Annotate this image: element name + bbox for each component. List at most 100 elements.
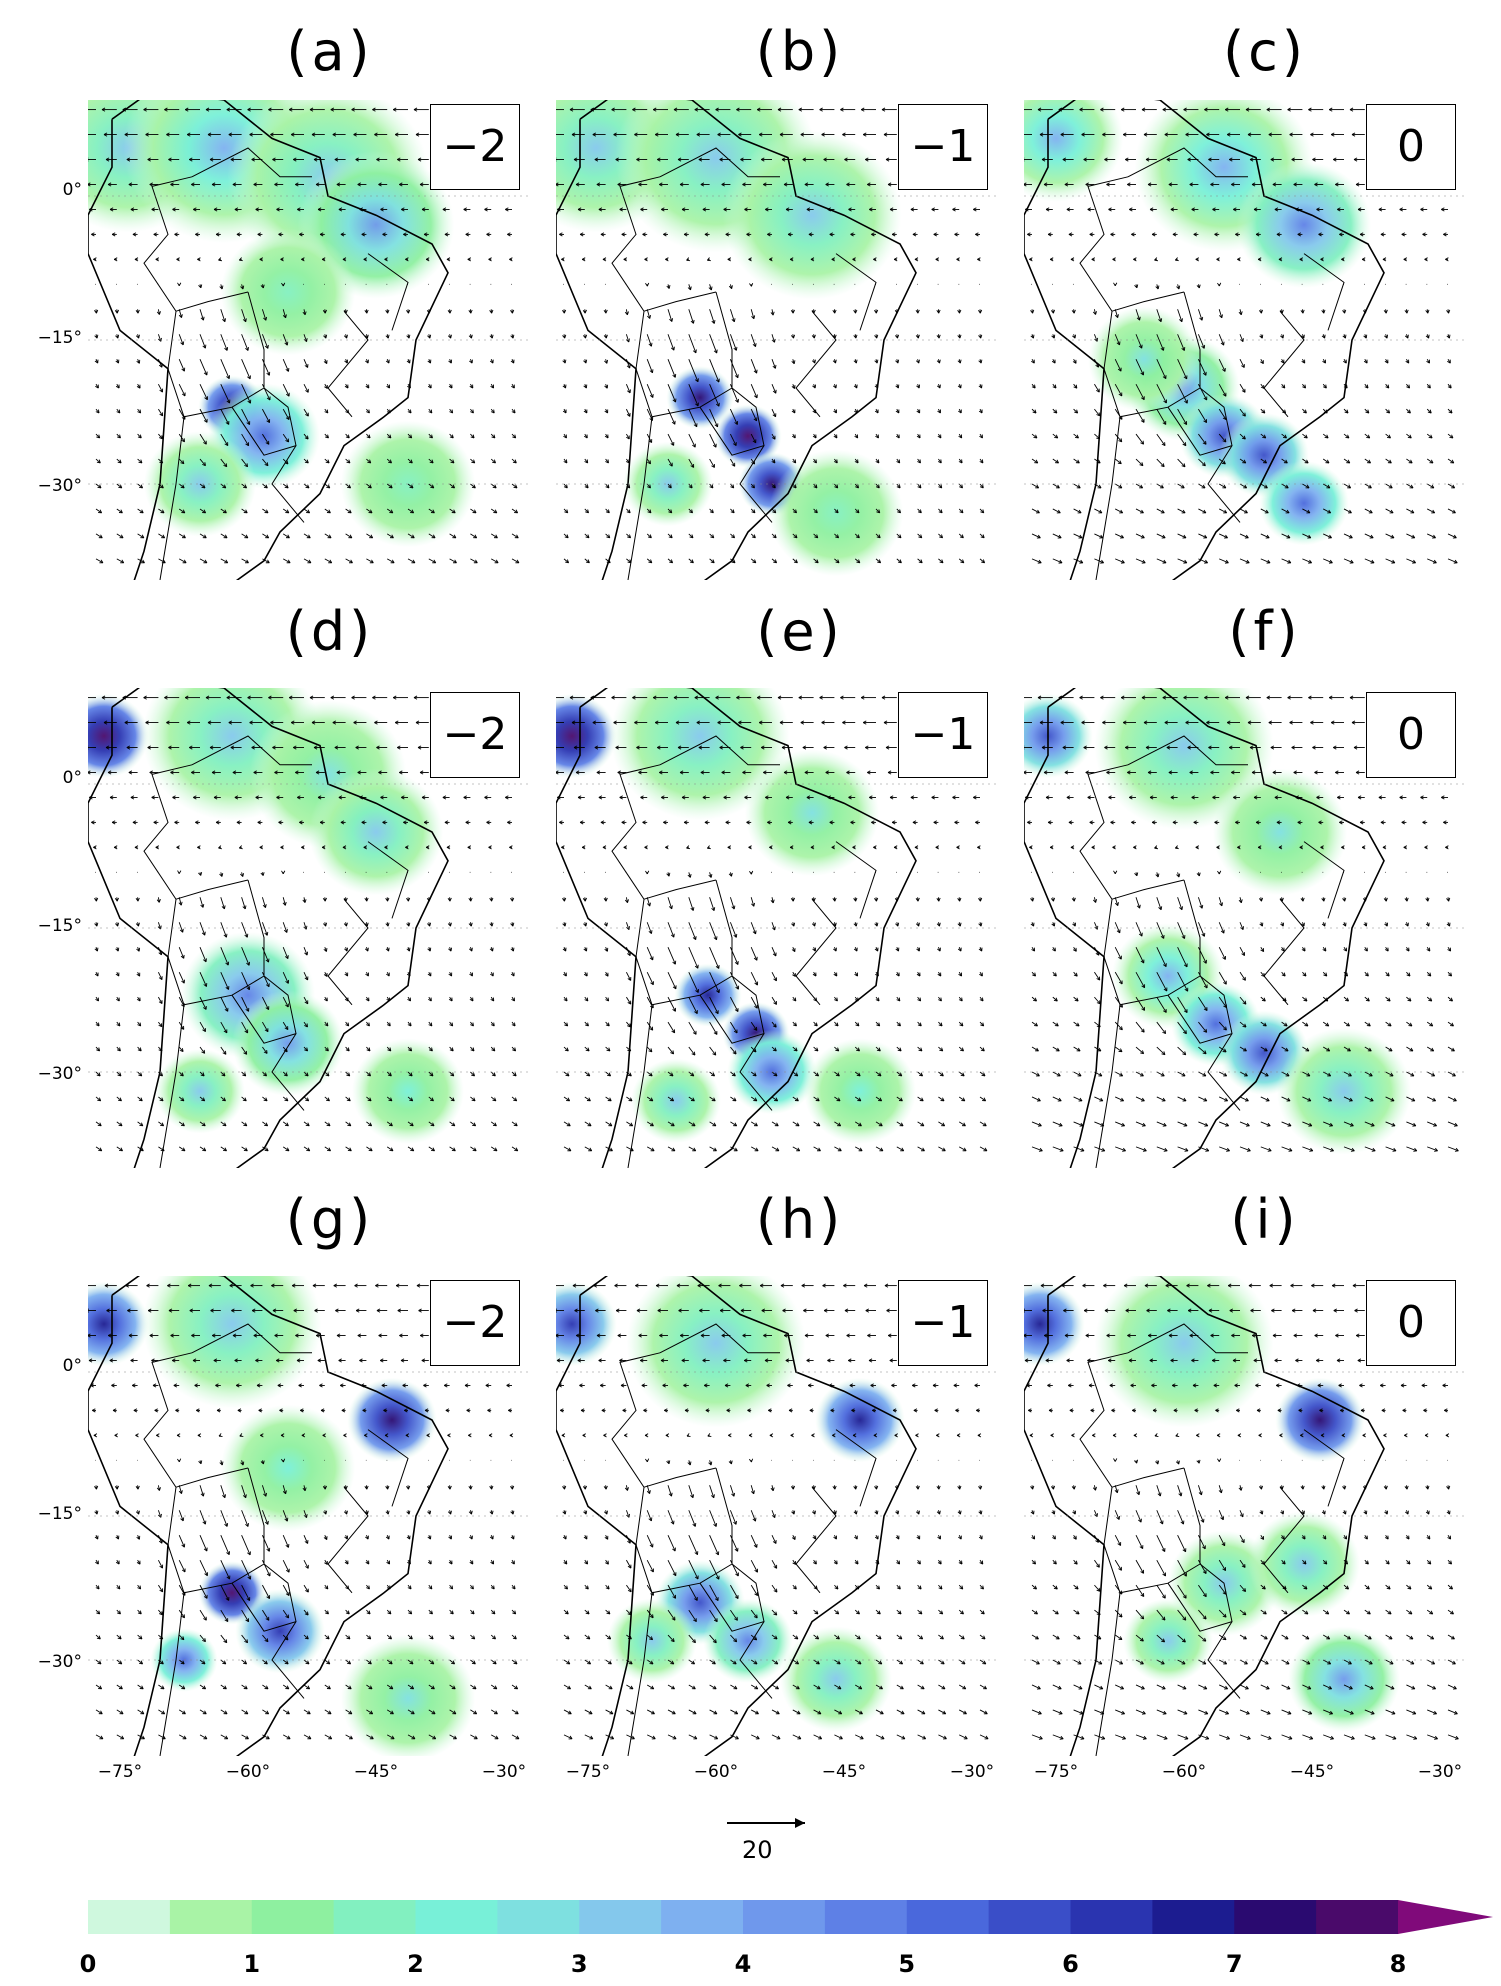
wind-vector-head: [571, 720, 576, 725]
wind-vector-head: [1285, 1072, 1290, 1077]
wind-vector: [625, 334, 630, 343]
wind-vector-head: [704, 232, 709, 237]
wind-vector-head: [1147, 770, 1152, 775]
wind-vector-head: [690, 907, 695, 911]
wind-vector-head: [1247, 720, 1252, 725]
wind-vector-head: [91, 820, 95, 825]
wind-vector-head: [451, 509, 456, 514]
wind-vector-head: [753, 394, 758, 399]
wind-vector-head: [447, 334, 452, 339]
wind-vector-head: [939, 1072, 944, 1077]
wind-vector-head: [958, 409, 962, 414]
wind-vector: [1198, 971, 1208, 989]
wind-vector-head: [889, 795, 894, 800]
wind-vector-head: [1316, 207, 1320, 212]
map-panel-b: −1: [556, 100, 996, 580]
wind-vector: [1322, 458, 1330, 464]
wind-vector-head: [811, 922, 816, 927]
wind-vector: [303, 947, 308, 956]
wind-vector-head: [1301, 922, 1305, 927]
wind-vector-head: [557, 207, 561, 212]
wind-vector-head: [297, 207, 301, 212]
wind-vector-head: [806, 795, 811, 800]
wind-vector: [324, 458, 330, 464]
wind-vector: [646, 334, 652, 347]
wind-vector-head: [365, 972, 369, 977]
map-svg: [88, 1276, 528, 1756]
wind-vector: [1260, 1096, 1270, 1102]
wind-vector-head: [711, 907, 716, 911]
wind-vector: [625, 359, 631, 369]
wind-vector-head: [95, 409, 100, 414]
wind-vector-head: [1349, 1122, 1354, 1127]
wind-vector-head: [936, 922, 941, 927]
wind-vector-head: [1079, 559, 1084, 564]
wind-vector-head: [893, 845, 898, 850]
wind-vector: [646, 947, 654, 961]
wind-vector-head: [159, 459, 164, 464]
wind-vector-head: [327, 1147, 331, 1152]
wind-vector-head: [488, 845, 492, 850]
wind-vector: [428, 1121, 435, 1127]
wind-vector: [1114, 922, 1121, 934]
wind-vector-head: [155, 845, 160, 850]
wind-vector-head: [1365, 997, 1370, 1002]
wind-vector: [1260, 971, 1265, 977]
wind-vector-head: [781, 745, 786, 750]
wind-vector-head: [1110, 820, 1114, 825]
wind-vector: [241, 1146, 248, 1152]
wind-vector-head: [511, 384, 515, 389]
wind-vector-head: [257, 820, 262, 825]
wind-vector-head: [982, 1122, 987, 1127]
wind-vector-head: [733, 1122, 738, 1127]
wind-vector-head: [513, 1122, 518, 1127]
wind-vector-head: [286, 559, 291, 564]
wind-vector-head: [975, 820, 979, 825]
wind-vector: [646, 408, 653, 421]
wind-vector-head: [149, 770, 153, 775]
wind-vector: [1426, 1071, 1435, 1077]
wind-vector-head: [493, 534, 498, 539]
wind-vector: [646, 458, 651, 465]
wind-vector-head: [427, 384, 432, 389]
wind-vector-head: [1118, 1048, 1123, 1053]
wind-vector-head: [853, 359, 858, 364]
wind-vector: [1197, 897, 1203, 909]
wind-vector-head: [397, 157, 401, 162]
wind-vector-head: [1141, 984, 1146, 989]
wind-vector-head: [648, 559, 653, 564]
wind-vector-head: [1382, 257, 1387, 262]
wind-vector: [1302, 1146, 1313, 1152]
wind-vector-head: [334, 157, 339, 162]
wind-vector-head: [326, 484, 331, 489]
wind-vector: [1281, 996, 1287, 1002]
wind-vector-head: [1064, 770, 1069, 775]
wind-vector-head: [140, 534, 145, 539]
wind-vector-head: [1160, 346, 1165, 351]
wind-vector-head: [812, 384, 817, 389]
wind-vector-head: [1220, 341, 1225, 346]
wind-vector: [667, 408, 676, 425]
wind-vector-head: [513, 484, 518, 489]
wind-vector-head: [751, 534, 756, 539]
wind-vector-head: [89, 795, 93, 800]
wind-vector-head: [1291, 157, 1295, 162]
wind-vector-head: [579, 232, 584, 237]
wind-vector-head: [178, 901, 183, 906]
wind-vector: [1218, 971, 1227, 985]
wind-vector: [1052, 458, 1059, 464]
wind-vector: [979, 1121, 987, 1127]
wind-vector-head: [109, 207, 114, 212]
wind-vector-head: [875, 972, 879, 977]
wind-vector-head: [156, 898, 161, 903]
wind-vector-head: [804, 770, 809, 775]
wind-vector-head: [1242, 412, 1246, 417]
wind-vector-head: [361, 820, 366, 825]
wind-vector-head: [1453, 1122, 1458, 1127]
wind-vector-head: [1301, 947, 1306, 952]
wind-vector-head: [1302, 972, 1307, 977]
wind-vector-head: [243, 484, 248, 489]
wind-vector-head: [562, 334, 567, 339]
wind-vector-head: [386, 1022, 391, 1027]
wind-vector-head: [813, 484, 818, 489]
